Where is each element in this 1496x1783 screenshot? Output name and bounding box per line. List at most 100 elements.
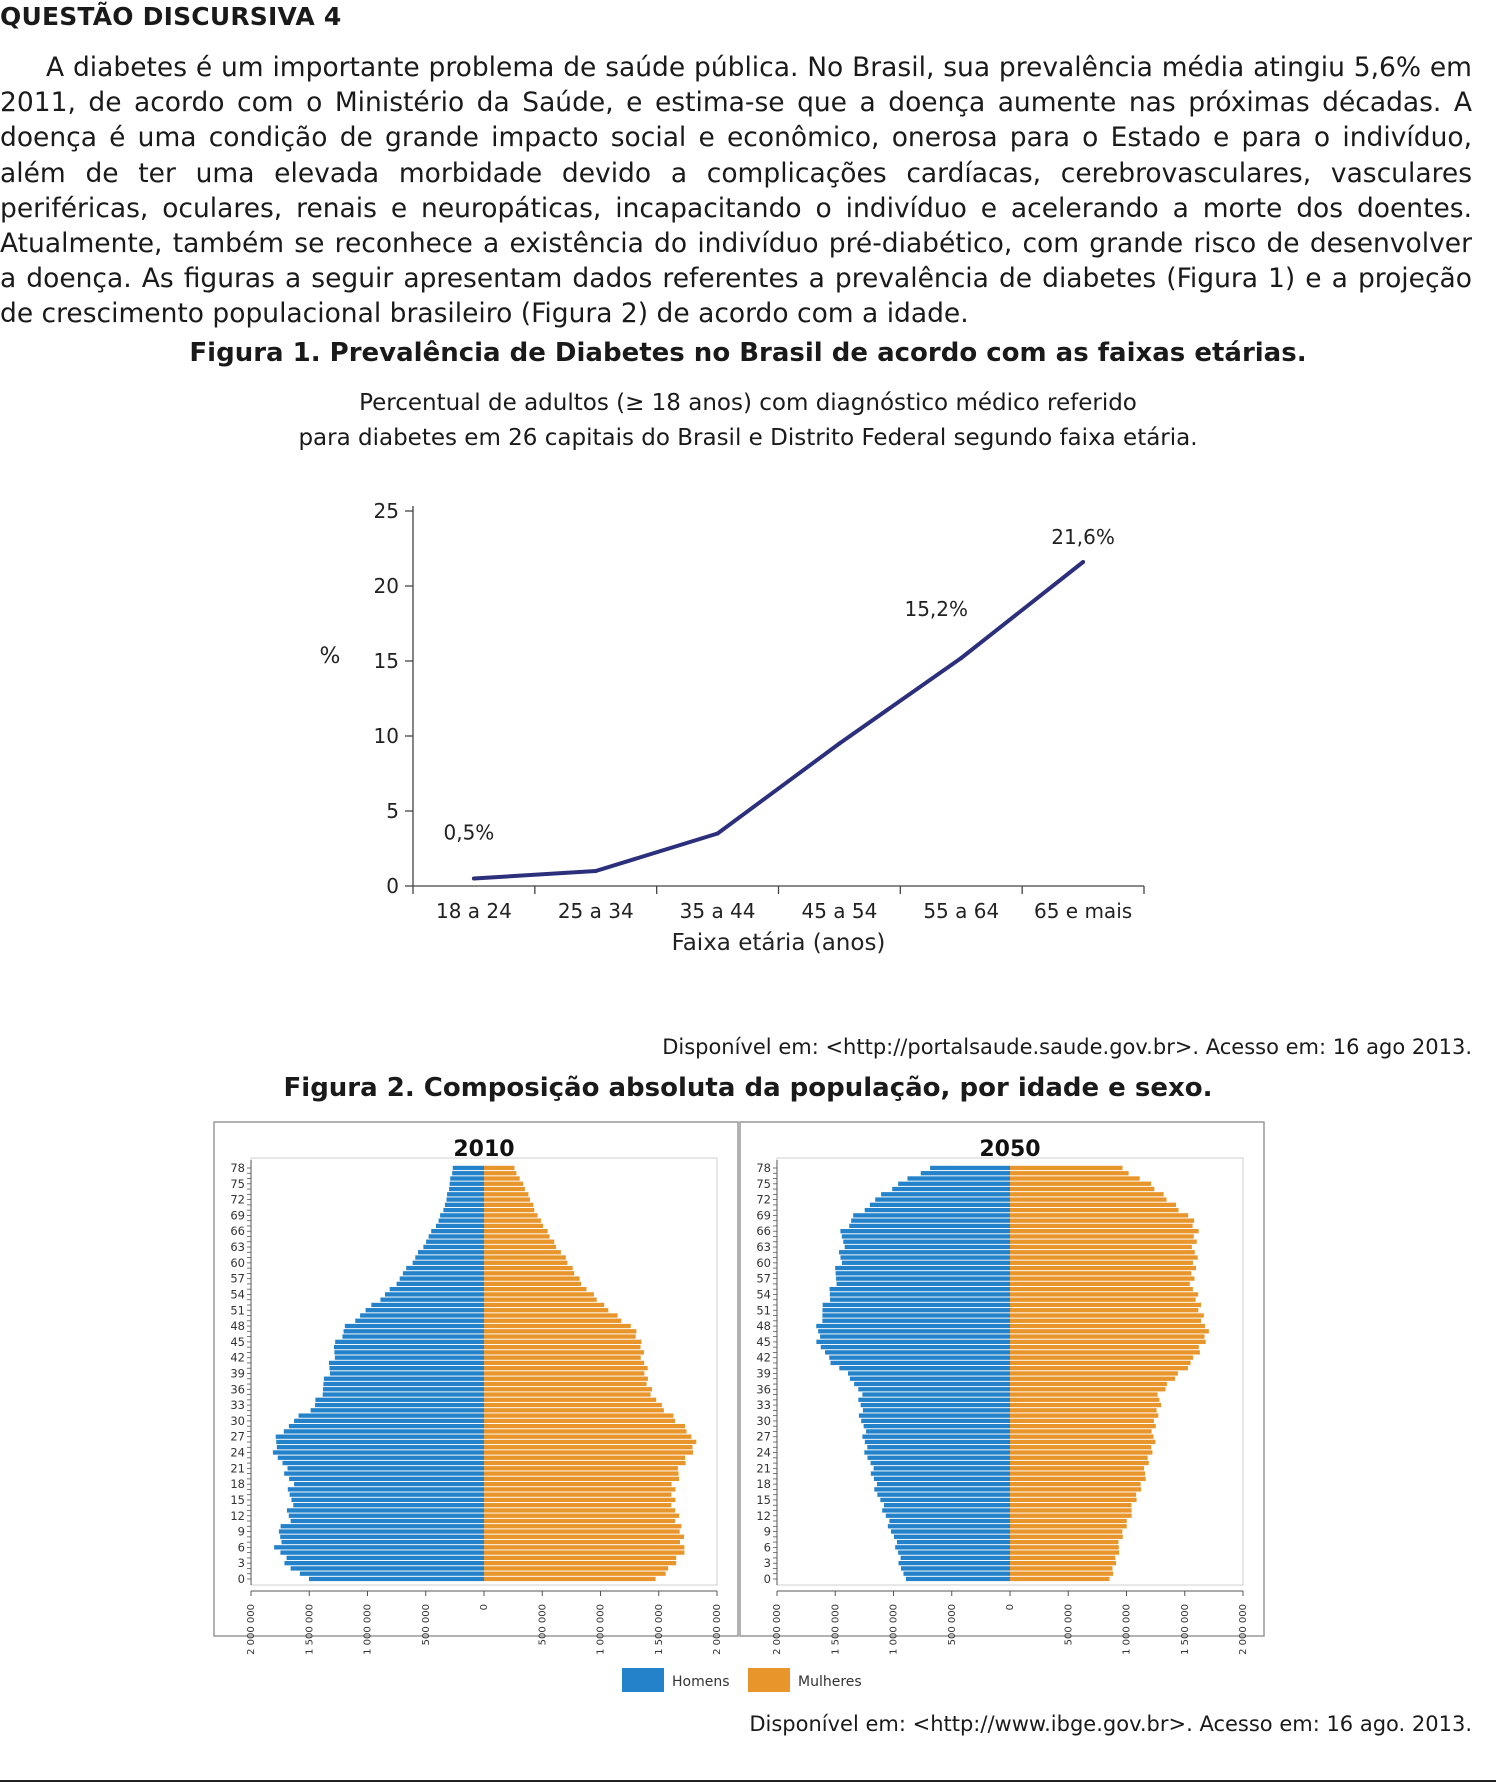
bar-mulheres bbox=[484, 1281, 582, 1287]
population-tick-label: 1 000 000 bbox=[889, 1604, 900, 1655]
bar-mulheres bbox=[1010, 1529, 1123, 1534]
chart-axes bbox=[412, 506, 1144, 887]
bar-mulheres bbox=[1010, 1550, 1120, 1555]
age-tick-label: 0 bbox=[764, 1572, 771, 1586]
age-tick-label: 54 bbox=[756, 1287, 771, 1301]
data-labels: 0,5% 15,2% 21,6% bbox=[444, 525, 1115, 845]
bar-homens bbox=[431, 1229, 484, 1234]
bar-homens bbox=[874, 1487, 1010, 1492]
bar-homens bbox=[903, 1571, 1010, 1576]
bar-homens bbox=[287, 1487, 484, 1492]
population-tick-label: 1 500 000 bbox=[304, 1604, 315, 1655]
bar-mulheres bbox=[484, 1192, 529, 1197]
age-tick-label: 30 bbox=[230, 1414, 245, 1428]
x-tick-label: 65 e mais bbox=[1034, 899, 1132, 923]
bar-mulheres bbox=[484, 1286, 587, 1292]
bar-mulheres bbox=[1010, 1360, 1191, 1366]
bar-homens bbox=[323, 1381, 484, 1387]
bar-homens bbox=[443, 1207, 484, 1213]
bar-mulheres bbox=[1010, 1566, 1113, 1571]
bar-homens bbox=[294, 1418, 484, 1424]
figure2-title: Figura 2. Composição absoluta da populaç… bbox=[283, 1073, 1213, 1103]
bar-homens bbox=[449, 1186, 484, 1192]
bar-mulheres bbox=[1010, 1250, 1195, 1255]
bar-homens bbox=[328, 1360, 484, 1366]
bar-mulheres bbox=[1010, 1408, 1157, 1413]
bar-mulheres bbox=[484, 1503, 672, 1508]
bar-homens bbox=[907, 1176, 1010, 1181]
bar-mulheres bbox=[484, 1366, 648, 1371]
bar-mulheres bbox=[1010, 1413, 1159, 1418]
bar-homens bbox=[329, 1371, 484, 1376]
bar-mulheres bbox=[484, 1329, 637, 1334]
bar-homens bbox=[276, 1445, 484, 1450]
age-tick-label: 36 bbox=[230, 1382, 245, 1396]
x-tick-label: 45 a 54 bbox=[801, 899, 877, 923]
bar-homens bbox=[836, 1281, 1010, 1287]
age-tick-label: 21 bbox=[756, 1461, 771, 1475]
bar-mulheres bbox=[1010, 1423, 1156, 1429]
bar-homens bbox=[287, 1466, 484, 1471]
pyramid-2050: 2050036912151821242730333639424548515457… bbox=[739, 1121, 1265, 1655]
bar-mulheres bbox=[484, 1276, 580, 1281]
bar-homens bbox=[840, 1255, 1010, 1260]
bar-homens bbox=[452, 1165, 484, 1171]
legend-swatch bbox=[748, 1668, 790, 1692]
bar-mulheres bbox=[484, 1413, 674, 1418]
bar-homens bbox=[290, 1518, 484, 1524]
bar-homens bbox=[900, 1555, 1010, 1561]
age-tick-label: 63 bbox=[230, 1240, 245, 1254]
bar-homens bbox=[384, 1292, 484, 1297]
bar-homens bbox=[289, 1492, 484, 1497]
bar-mulheres bbox=[1010, 1213, 1189, 1218]
bar-homens bbox=[867, 1455, 1010, 1460]
bar-homens bbox=[415, 1255, 484, 1260]
bar-mulheres bbox=[484, 1229, 548, 1234]
age-tick-label: 15 bbox=[230, 1493, 245, 1507]
population-tick-label: 1 500 000 bbox=[830, 1604, 841, 1655]
population-axis: 2 000 000 1 500 000 1 000 000 500 000 0 500 0… bbox=[772, 1590, 1249, 1655]
bar-mulheres bbox=[1010, 1524, 1127, 1529]
age-tick-label: 33 bbox=[230, 1398, 245, 1412]
bar-homens bbox=[294, 1481, 484, 1487]
bar-homens bbox=[818, 1329, 1010, 1334]
bar-mulheres bbox=[1010, 1355, 1194, 1360]
population-tick-label: 500 000 bbox=[421, 1604, 432, 1645]
age-tick-label: 15 bbox=[756, 1493, 771, 1507]
bar-homens bbox=[860, 1402, 1010, 1408]
age-tick-label: 6 bbox=[764, 1540, 771, 1554]
bar-homens bbox=[882, 1508, 1010, 1513]
bar-mulheres bbox=[1010, 1192, 1164, 1197]
bar-homens bbox=[867, 1445, 1010, 1450]
bar-homens bbox=[277, 1455, 484, 1460]
bar-homens bbox=[355, 1318, 484, 1323]
bar-mulheres bbox=[1010, 1513, 1132, 1518]
age-tick-label: 3 bbox=[764, 1556, 771, 1570]
age-tick-label: 39 bbox=[230, 1367, 245, 1381]
bar-mulheres bbox=[484, 1334, 636, 1339]
bar-homens bbox=[449, 1181, 484, 1186]
age-tick-label: 72 bbox=[230, 1193, 245, 1207]
bar-mulheres bbox=[1010, 1186, 1155, 1192]
age-tick-label: 12 bbox=[230, 1509, 245, 1523]
bar-mulheres bbox=[484, 1555, 677, 1561]
bar-homens bbox=[289, 1476, 484, 1481]
bar-mulheres bbox=[1010, 1418, 1154, 1424]
age-tick-label: 45 bbox=[230, 1335, 245, 1349]
bar-mulheres bbox=[484, 1344, 641, 1350]
bar-mulheres bbox=[1010, 1202, 1177, 1207]
age-tick-label: 9 bbox=[764, 1525, 771, 1539]
bar-homens bbox=[444, 1202, 484, 1207]
data-point bbox=[959, 656, 964, 660]
population-tick-label: 1 000 000 bbox=[363, 1604, 374, 1655]
question-paragraph: A diabetes é um importante problema de s… bbox=[0, 52, 1472, 330]
bar-mulheres bbox=[484, 1492, 672, 1497]
bar-mulheres bbox=[484, 1339, 642, 1344]
population-pyramids: 2010036912151821242730333639424548515457… bbox=[213, 1121, 1265, 1692]
bar-homens bbox=[322, 1392, 484, 1397]
bar-homens bbox=[371, 1302, 484, 1308]
bar-mulheres bbox=[484, 1176, 520, 1181]
bar-homens bbox=[446, 1197, 484, 1202]
bar-mulheres bbox=[1010, 1318, 1202, 1323]
age-tick-label: 66 bbox=[756, 1224, 771, 1238]
